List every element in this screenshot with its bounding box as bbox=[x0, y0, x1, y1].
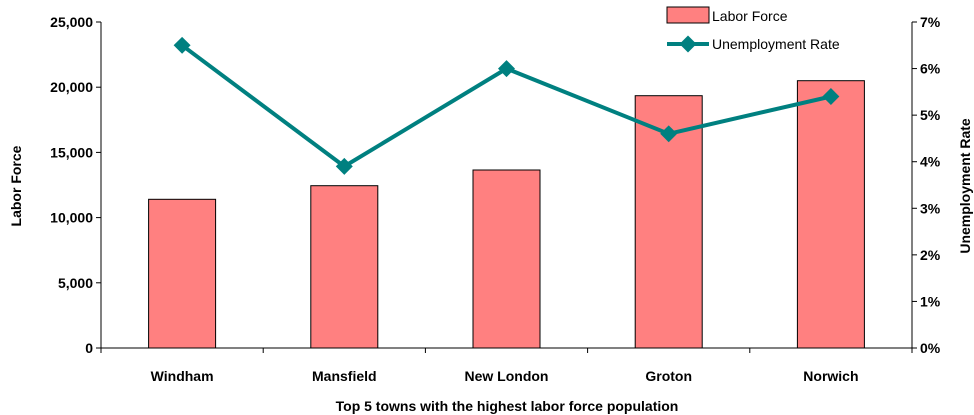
unemployment-point-new-london bbox=[498, 60, 515, 78]
y2-tick-label: 7% bbox=[920, 14, 941, 30]
legend-marker-swatch bbox=[679, 35, 697, 53]
legend: Labor Force Unemployment Rate bbox=[666, 6, 840, 53]
y-tick-label: 15,000 bbox=[50, 144, 93, 160]
y-tick-label: 20,000 bbox=[50, 79, 93, 95]
y2-axis-title: Unemployment Rate bbox=[957, 118, 973, 254]
x-tick-label: Norwich bbox=[803, 368, 858, 384]
x-tick-label: Mansfield bbox=[312, 368, 377, 384]
y2-tick-label: 3% bbox=[920, 200, 941, 216]
x-tick-label: Groton bbox=[645, 368, 692, 384]
bar-mansfield bbox=[310, 185, 379, 349]
bar-new-london bbox=[472, 169, 541, 349]
unemployment-point-groton bbox=[660, 125, 678, 143]
legend-bar-swatch bbox=[666, 6, 710, 24]
legend-label-unemployment-rate: Unemployment Rate bbox=[712, 36, 840, 52]
y2-tick-label: 5% bbox=[920, 107, 941, 123]
bars-layer bbox=[148, 80, 865, 349]
bar-norwich bbox=[796, 80, 865, 349]
x-axis-title: Top 5 towns with the highest labor force… bbox=[336, 398, 679, 414]
labels-layer: 0 5,000 10,000 15,000 20,000 25,000 0% 1% 2% 3% 4%… bbox=[50, 14, 941, 384]
y2-tick-label: 4% bbox=[920, 154, 941, 170]
legend-label-labor-force: Labor Force bbox=[712, 8, 788, 24]
bar-windham bbox=[148, 198, 217, 349]
y2-tick-label: 6% bbox=[920, 61, 941, 77]
x-tick-label: New London bbox=[465, 368, 549, 384]
y-axis-title: Labor Force bbox=[8, 145, 24, 226]
x-tick-label: Windham bbox=[151, 368, 214, 384]
unemployment-point-mansfield bbox=[335, 157, 353, 175]
y-tick-label: 25,000 bbox=[50, 14, 93, 30]
y-tick-label: 10,000 bbox=[50, 210, 93, 226]
y-tick-label: 0 bbox=[85, 340, 93, 356]
y2-tick-label: 1% bbox=[920, 293, 941, 309]
y-tick-label: 5,000 bbox=[58, 275, 93, 291]
axes-layer bbox=[96, 21, 917, 353]
line-layer bbox=[173, 36, 840, 175]
y2-tick-label: 0% bbox=[920, 340, 941, 356]
unemployment-point-norwich bbox=[822, 88, 840, 105]
y2-tick-label: 2% bbox=[920, 247, 941, 263]
